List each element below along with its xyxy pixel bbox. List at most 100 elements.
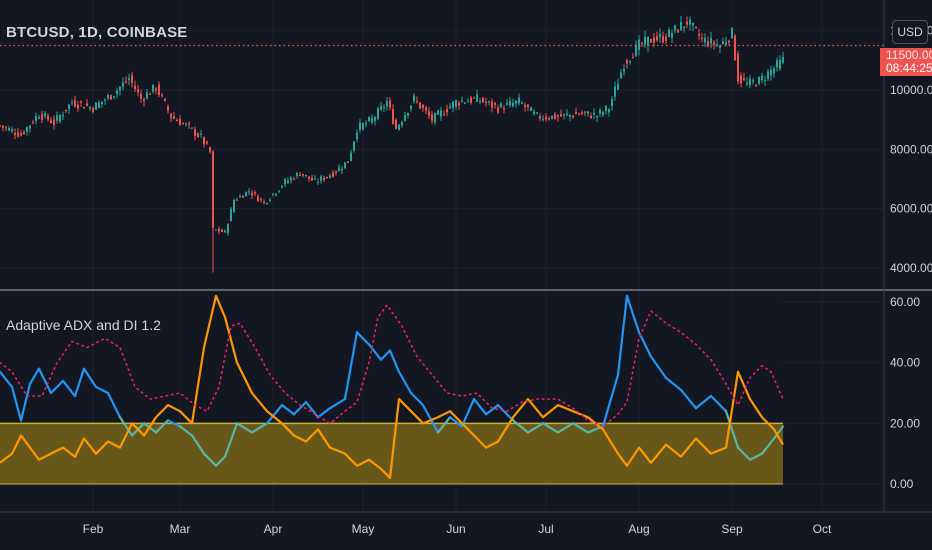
candle-body <box>497 107 499 113</box>
symbol-legend[interactable]: BTCUSD, 1D, COINBASE <box>6 24 188 41</box>
di-plus-segment <box>625 294 641 334</box>
di-plus-segment <box>637 331 653 358</box>
di-plus-segment <box>343 331 359 401</box>
candle-body <box>281 186 283 188</box>
candle-body <box>182 123 184 125</box>
candle-body <box>317 181 319 183</box>
candle-body <box>71 102 73 104</box>
candle-body <box>653 37 655 43</box>
candle-body <box>473 97 475 99</box>
currency-badge[interactable]: USD <box>892 20 928 44</box>
candle-body <box>143 99 145 102</box>
candle-body <box>5 127 7 129</box>
candle-body <box>590 115 592 119</box>
candle-body <box>461 100 463 102</box>
candle-body <box>101 101 103 105</box>
di-plus-segment <box>73 367 86 398</box>
di-plus-segment <box>649 355 668 379</box>
candle-body <box>584 111 586 113</box>
candle-body <box>515 100 517 104</box>
candle-body <box>596 115 598 118</box>
di-plus-segment <box>82 367 98 389</box>
candle-body <box>17 132 19 137</box>
candle-body <box>173 116 175 119</box>
di-plus-segment <box>94 385 110 395</box>
candle-body <box>641 43 643 45</box>
di-plus-segment <box>760 437 776 455</box>
candle-body <box>116 90 118 94</box>
di-plus-segment <box>292 401 308 416</box>
candle-body <box>314 178 316 180</box>
candle-body <box>695 27 697 29</box>
candle-body <box>761 75 763 81</box>
candle-body <box>608 109 610 113</box>
di-plus-segment <box>526 422 545 434</box>
candle-body <box>422 104 424 108</box>
candle-body <box>509 100 511 106</box>
candle-body <box>245 191 247 196</box>
candle-body <box>254 192 256 194</box>
candle-body <box>620 72 622 79</box>
candle-body <box>152 84 154 92</box>
di-plus-segment <box>472 397 488 416</box>
candle-body <box>44 113 46 117</box>
candle-body <box>587 111 589 114</box>
candle-body <box>728 40 730 43</box>
candle-body <box>32 122 34 124</box>
candle-body <box>410 105 412 109</box>
candle-body <box>344 162 346 169</box>
candle-body <box>722 41 724 45</box>
candle-body <box>113 96 115 98</box>
candle-body <box>299 175 301 177</box>
time-axis-label: May <box>352 522 375 536</box>
di-plus-segment <box>265 404 284 425</box>
candle-body <box>575 112 577 115</box>
candle-body <box>416 100 418 102</box>
candle-body <box>164 98 166 101</box>
candle-body <box>656 36 658 41</box>
di-plus-segment <box>19 382 32 422</box>
candle-body <box>215 229 217 231</box>
candle-body <box>755 84 757 87</box>
time-axis-label: Oct <box>813 522 832 536</box>
candle-body <box>710 37 712 44</box>
candle-body <box>119 86 121 91</box>
candle-body <box>320 176 322 181</box>
candle-body <box>269 199 271 201</box>
candle-body <box>548 118 550 120</box>
candle-body <box>338 167 340 172</box>
candle-body <box>146 92 148 99</box>
last-price-badge: 11500.00 08:44:25 <box>880 48 932 76</box>
candle-body <box>353 141 355 151</box>
candle-body <box>419 102 421 109</box>
candle-body <box>470 97 472 103</box>
di-plus-segment <box>448 416 464 428</box>
di-plus-segment <box>166 419 182 428</box>
candle-body <box>263 201 265 203</box>
candle-body <box>545 116 547 120</box>
candle-body <box>86 103 88 106</box>
candle-body <box>593 112 595 115</box>
candle-body <box>551 115 553 119</box>
candle-body <box>737 53 739 82</box>
candle-body <box>428 111 430 116</box>
candle-body <box>389 100 391 108</box>
di-plus-segment <box>106 391 122 419</box>
candle-body <box>623 68 625 72</box>
candle-body <box>437 110 439 115</box>
di-plus-segment <box>601 373 620 428</box>
di-plus-segment <box>250 422 269 434</box>
candle-body <box>542 118 544 120</box>
candle-body <box>377 108 379 119</box>
candle-body <box>527 104 529 108</box>
candle-body <box>8 127 10 131</box>
candle-body <box>218 228 220 232</box>
di-plus-segment <box>664 376 683 392</box>
adx-line <box>0 303 784 428</box>
last-price-value: 11500.00 <box>886 48 932 62</box>
candle-body <box>572 115 574 118</box>
candle-body <box>539 116 541 119</box>
candle-body <box>35 116 37 122</box>
indicator-legend[interactable]: Adaptive ADX and DI 1.2 <box>6 317 161 333</box>
